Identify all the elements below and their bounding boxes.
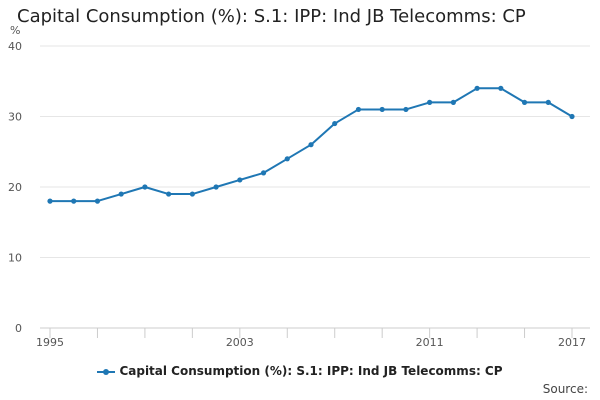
y-tick-label: 0 <box>15 322 22 335</box>
data-point <box>569 113 575 120</box>
series-layer <box>47 85 575 204</box>
data-point <box>521 99 528 105</box>
legend-swatch-icon <box>97 367 116 377</box>
data-point <box>118 191 124 197</box>
data-point <box>71 198 77 204</box>
y-tick-label: 20 <box>8 181 22 194</box>
y-tick-label: 10 <box>8 252 22 265</box>
legend[interactable]: Capital Consumption (%): S.1: IPP: Ind J… <box>0 364 600 378</box>
data-point <box>450 99 456 105</box>
x-tick-label: 2003 <box>226 336 254 349</box>
chart-title: Capital Consumption (%): S.1: IPP: Ind J… <box>17 6 526 27</box>
data-point <box>284 156 290 162</box>
data-point <box>474 85 480 91</box>
data-point <box>142 184 148 190</box>
data-point <box>213 184 219 190</box>
y-tick-label: 30 <box>8 111 22 124</box>
x-tick-label: 1995 <box>36 336 64 349</box>
source-label: Source: <box>542 382 588 396</box>
legend-label: Capital Consumption (%): S.1: IPP: Ind J… <box>119 364 503 378</box>
x-tick-label: 2017 <box>558 336 586 349</box>
data-point <box>427 99 433 105</box>
y-axis-label: % <box>10 24 20 37</box>
grid-lines <box>40 45 590 258</box>
x-tick-label: 2011 <box>416 336 444 349</box>
data-point <box>260 170 267 176</box>
data-point <box>403 106 409 113</box>
data-point <box>379 106 385 113</box>
data-point <box>355 106 362 113</box>
data-point <box>545 99 551 105</box>
data-point <box>308 142 314 148</box>
data-point <box>332 120 338 127</box>
axes: 0 10 20 30 40% 1995 2003 2011 2017 <box>8 24 590 349</box>
data-point <box>189 191 195 197</box>
data-point <box>166 191 172 197</box>
data-point <box>94 198 101 204</box>
data-point <box>237 177 243 183</box>
data-point <box>498 85 504 91</box>
data-point <box>47 198 53 204</box>
y-tick-label: 40 <box>8 40 22 53</box>
